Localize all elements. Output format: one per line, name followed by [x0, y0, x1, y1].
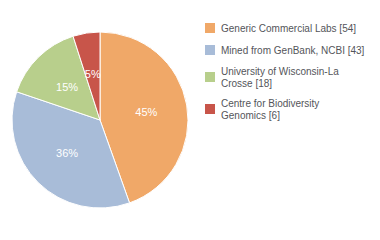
svg-text:Mined from GenBank, NCBI [43]: Mined from GenBank, NCBI [43] [221, 45, 365, 56]
svg-text:45%: 45% [135, 106, 157, 118]
svg-text:36%: 36% [56, 147, 78, 159]
svg-text:Centre for Biodiversity: Centre for Biodiversity [221, 98, 319, 109]
svg-text:Generic Commercial Labs [54]: Generic Commercial Labs [54] [221, 23, 356, 34]
svg-text:Genomics [6]: Genomics [6] [221, 110, 280, 121]
svg-text:University of Wisconsin-La: University of Wisconsin-La [221, 66, 339, 77]
svg-text:Crosse [18]: Crosse [18] [221, 78, 272, 89]
svg-text:15%: 15% [56, 81, 78, 93]
svg-text:5%: 5% [85, 68, 101, 80]
